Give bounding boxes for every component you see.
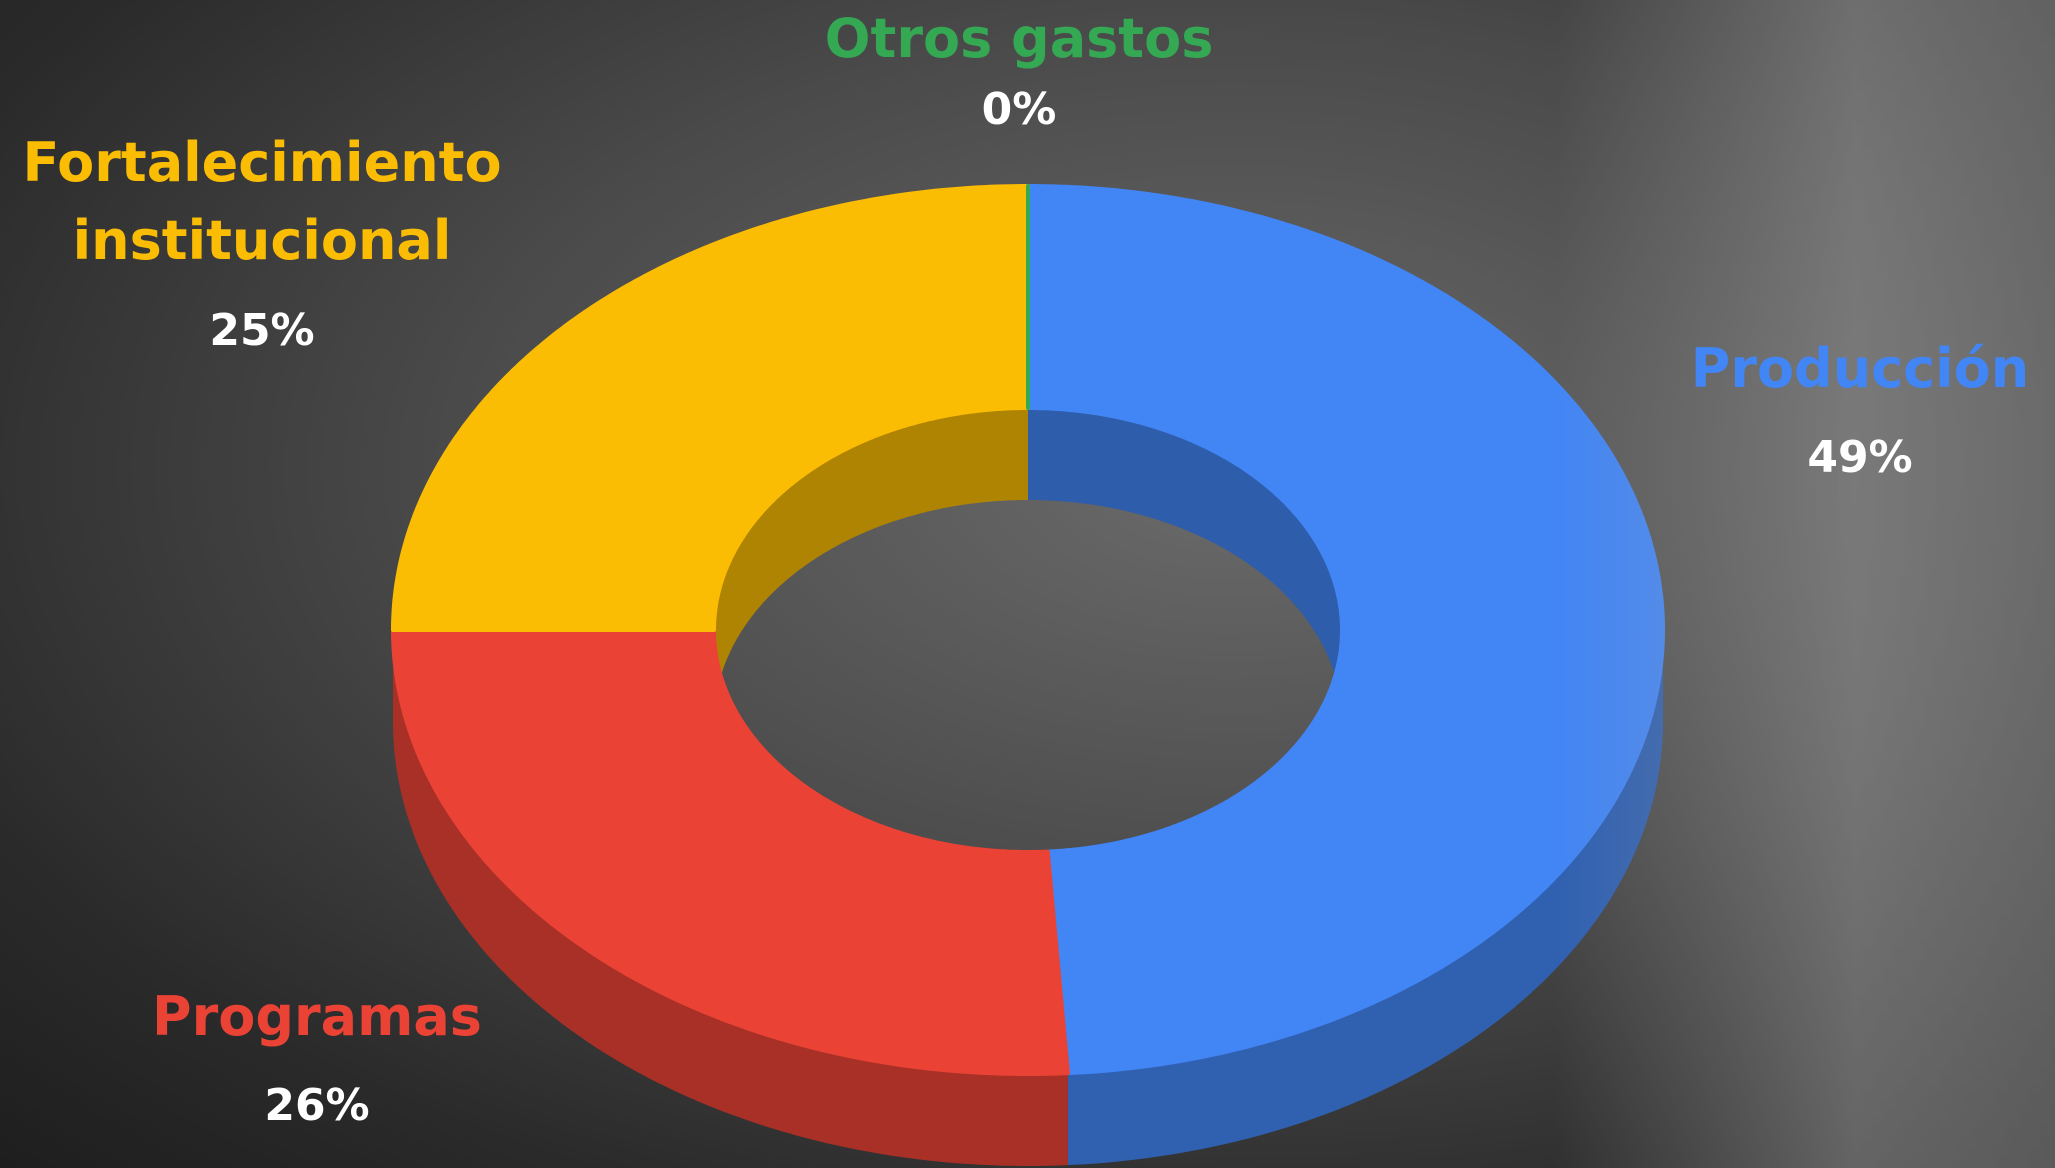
value-label: 0%: [981, 84, 1057, 136]
category-label: Fortalecimiento institucional: [22, 131, 502, 273]
slice-side: [1067, 630, 1663, 1166]
slice-side: [393, 630, 1068, 1166]
category-label: Programas: [152, 985, 482, 1048]
value-label: 49%: [1807, 432, 1913, 484]
value-label: 26%: [264, 1080, 370, 1132]
slice: [1026, 184, 1665, 1076]
slice-label: Otros gastos 0%: [769, 0, 1269, 142]
slice-inner-side: [714, 408, 1028, 722]
slice-inner-side: [1028, 408, 1342, 722]
slice-label: Programas 26%: [117, 978, 517, 1138]
inner-walls: [714, 408, 1342, 722]
slice-label: Producción 49%: [1590, 330, 2055, 490]
category-label: Producción: [1690, 337, 2030, 400]
slice-label: Fortalecimiento institucional 25%: [0, 124, 542, 362]
category-label: Otros gastos: [824, 7, 1214, 70]
value-label: 25%: [209, 304, 315, 356]
